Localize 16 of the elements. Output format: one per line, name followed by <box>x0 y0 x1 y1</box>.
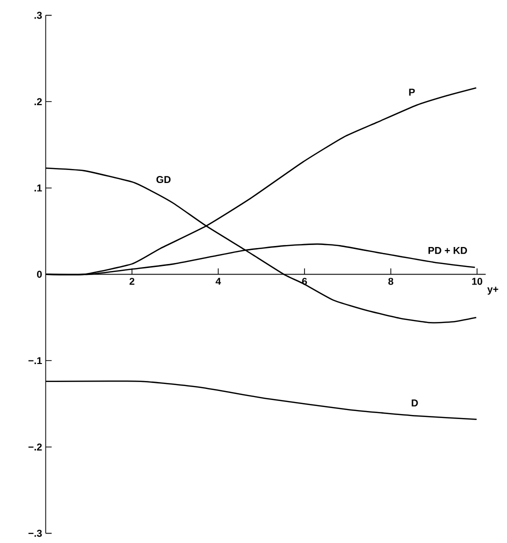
x-tick-label: 2 <box>130 278 134 285</box>
y-tick-label: −.2 <box>28 443 42 450</box>
series-label: PD + KD <box>428 247 467 254</box>
x-tick-label: 4 <box>216 278 221 285</box>
y-tick-label: −.1 <box>28 357 42 364</box>
series-label: P <box>409 88 415 96</box>
series-label: GD <box>156 176 171 184</box>
x-axis-title: y+ <box>487 286 498 295</box>
y-tick-label: .3 <box>34 12 42 19</box>
y-tick-label: 0 <box>37 270 42 278</box>
x-tick-label: 10 <box>472 278 482 285</box>
x-tick-label: 8 <box>388 278 394 285</box>
series-label: D <box>412 400 418 406</box>
y-tick-label: .1 <box>34 184 42 192</box>
y-tick-label: .2 <box>34 98 42 106</box>
y-tick-label: −.3 <box>28 530 42 537</box>
